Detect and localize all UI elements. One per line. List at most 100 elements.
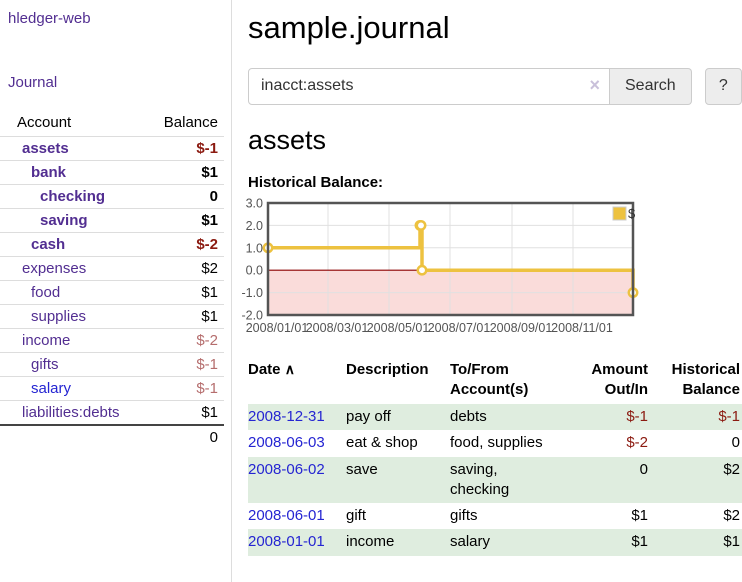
svg-text:2008/05/01: 2008/05/01	[367, 321, 430, 335]
account-row-salary: salary $-1	[0, 376, 224, 401]
account-link[interactable]: income	[22, 332, 71, 349]
accounts-header-account: Account	[17, 114, 72, 131]
account-row-cash: cash $-2	[0, 232, 224, 257]
account-row-expenses: expenses $2	[0, 256, 224, 281]
account-row-saving: saving $1	[0, 208, 224, 233]
account-row-gifts: gifts $-1	[0, 352, 224, 377]
transaction-description: save	[346, 460, 378, 478]
accounts-header-balance: Balance	[163, 114, 218, 131]
account-link[interactable]: salary	[31, 380, 72, 397]
page-title: sample.journal	[248, 10, 450, 45]
svg-text:2008/07/01: 2008/07/01	[428, 321, 491, 335]
transaction-description: income	[346, 533, 395, 551]
transaction-description: gift	[346, 507, 367, 525]
register-header-amount: Amount Out/In	[591, 360, 648, 398]
accounts-table: Account Balance assets $-1 bank $1 check…	[0, 111, 224, 449]
account-row-bank: bank $1	[0, 160, 224, 185]
transaction-balance: $1	[723, 533, 740, 551]
register-row: 2008-01-01 income salary $1 $1	[248, 529, 742, 556]
transaction-date-link[interactable]: 2008-06-01	[248, 507, 325, 525]
transaction-balance: $-1	[718, 408, 740, 426]
svg-text:0.0: 0.0	[246, 263, 263, 277]
account-row-assets: assets $-1	[0, 136, 224, 161]
help-button[interactable]: ?	[704, 67, 742, 105]
account-row-supplies: supplies $1	[0, 304, 224, 329]
historical-balance-chart: $3.0 2.0 1.0 0.0 -1.0 -2.0 2008/01/01 2008/03/0…	[241, 196, 742, 344]
transaction-balance: $2	[723, 460, 740, 478]
transaction-amount: $1	[631, 507, 648, 525]
accounts-header-row: Account Balance	[0, 111, 224, 137]
svg-text:2008/01/01: 2008/01/01	[246, 321, 309, 335]
svg-text:2008/11/01: 2008/11/01	[551, 321, 613, 335]
transaction-description: eat & shop	[346, 434, 418, 452]
sidebar: hledger-web Journal Account Balance asse…	[0, 0, 232, 582]
chart-title: Historical Balance:	[248, 173, 384, 191]
account-balance: $1	[137, 400, 224, 425]
accounts-total-row: 0	[0, 424, 224, 449]
account-balance: $-2	[137, 328, 224, 353]
account-row-food: food $1	[0, 280, 224, 305]
register-header-row: Date ∧ Description To/From Account(s) Am…	[248, 358, 742, 405]
account-balance: $-1	[137, 352, 224, 377]
account-link[interactable]: supplies	[31, 308, 87, 325]
transaction-date-link[interactable]: 2008-06-03	[248, 434, 325, 452]
brand-link[interactable]: hledger-web	[8, 10, 91, 27]
svg-text:-1.0: -1.0	[241, 286, 263, 300]
account-balance: $-1	[137, 376, 224, 401]
register-row: 2008-06-01 gift gifts $1 $2	[248, 503, 742, 529]
transaction-description: pay off	[346, 408, 391, 426]
transaction-date-link[interactable]: 2008-12-31	[248, 408, 325, 426]
account-link[interactable]: liabilities:debts	[22, 404, 120, 421]
account-link[interactable]: checking	[40, 188, 106, 205]
account-link[interactable]: gifts	[31, 356, 59, 373]
transaction-balance: $2	[723, 507, 740, 525]
account-link[interactable]: expenses	[22, 260, 87, 277]
svg-text:-2.0: -2.0	[241, 308, 263, 322]
account-row-liabilities-debts: liabilities:debts $1	[0, 400, 224, 425]
transaction-accounts: debts	[450, 408, 487, 426]
search-input[interactable]	[248, 67, 610, 105]
svg-text:3.0: 3.0	[246, 196, 263, 210]
account-link[interactable]: saving	[40, 212, 88, 229]
transaction-accounts: food, supplies	[450, 434, 543, 452]
main-content: sample.journal × Search ? assets Histori…	[241, 0, 742, 556]
account-row-checking: checking 0	[0, 184, 224, 209]
clear-search-icon[interactable]: ×	[589, 74, 600, 95]
register-header-accounts: To/From Account(s)	[450, 360, 529, 398]
transaction-date-link[interactable]: 2008-01-01	[248, 533, 325, 551]
sort-asc-icon: ∧	[284, 360, 295, 377]
account-link[interactable]: food	[31, 284, 61, 301]
transaction-balance: 0	[731, 434, 740, 452]
account-link[interactable]: assets	[22, 140, 69, 157]
account-balance: 0	[137, 184, 224, 209]
register-row: 2008-06-03 eat & shop food, supplies $-2…	[248, 430, 742, 456]
search-form: × Search ?	[248, 67, 742, 105]
svg-text:1.0: 1.0	[246, 241, 263, 255]
register-header-date[interactable]: Date ∧	[248, 360, 295, 378]
account-balance: $1	[137, 304, 224, 329]
svg-text:2008/09/01: 2008/09/01	[490, 321, 553, 335]
transaction-accounts: gifts	[450, 507, 478, 525]
account-row-income: income $-2	[0, 328, 224, 353]
transaction-amount: $-1	[626, 408, 648, 426]
svg-text:2008/03/01: 2008/03/01	[306, 321, 369, 335]
transaction-accounts: saving, checking	[450, 460, 510, 498]
svg-text:2.0: 2.0	[246, 219, 263, 233]
register-row: 2008-12-31 pay off debts $-1 $-1	[248, 404, 742, 431]
register-header-description: Description	[346, 360, 429, 378]
transaction-amount: 0	[639, 460, 648, 478]
account-link[interactable]: cash	[31, 236, 66, 253]
account-balance: $-2	[137, 232, 224, 257]
search-button[interactable]: Search	[610, 67, 692, 105]
register-row: 2008-06-02 save saving, checking 0 $2	[248, 456, 742, 504]
register-table: Date ∧ Description To/From Account(s) Am…	[248, 358, 742, 556]
transaction-date-link[interactable]: 2008-06-02	[248, 460, 325, 478]
account-balance: $-1	[137, 136, 224, 161]
account-balance: $1	[137, 160, 224, 185]
accounts-total-value: 0	[137, 424, 224, 449]
sidebar-item-journal[interactable]: Journal	[8, 74, 58, 91]
register-header-balance: Historical Balance	[671, 360, 740, 398]
transaction-accounts: salary	[450, 533, 491, 551]
account-link[interactable]: bank	[31, 164, 67, 181]
account-balance: $1	[137, 280, 224, 305]
